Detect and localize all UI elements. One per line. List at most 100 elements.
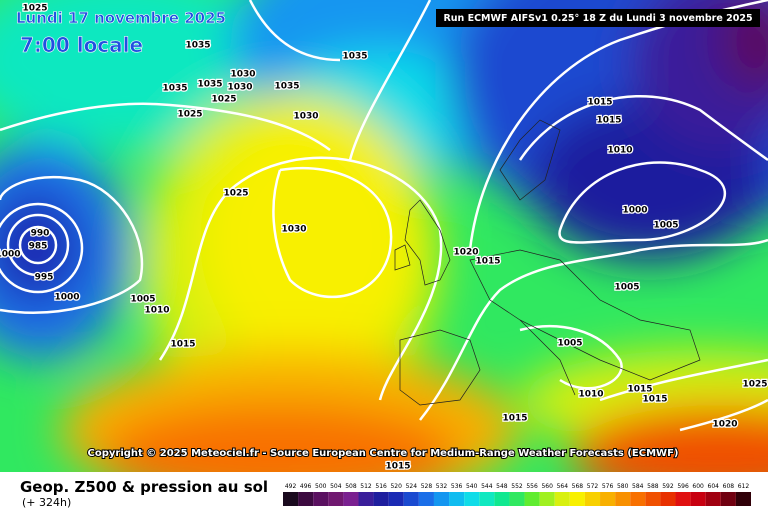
- colorbar-label: 604: [708, 483, 720, 490]
- colorbar-swatch: [524, 492, 540, 506]
- isobar-label: 995: [35, 273, 54, 283]
- isobar-label: 990: [31, 229, 50, 239]
- colorbar-swatch: [539, 492, 555, 506]
- colorbar-swatch: [358, 492, 374, 506]
- copyright: Copyright © 2025 Meteociel.fr - Source E…: [88, 448, 679, 459]
- colorbar-label: 496: [300, 483, 312, 490]
- isobar-label: 1005: [130, 295, 155, 305]
- isobar-label: 1015: [385, 462, 410, 472]
- isobar-label: 1025: [177, 110, 202, 120]
- colorbar-label: 508: [345, 483, 357, 490]
- colorbar-swatch: [660, 492, 676, 506]
- colorbar-label: 492: [285, 483, 297, 490]
- isobar-label: 1025: [742, 380, 767, 390]
- colorbar-swatch: [373, 492, 389, 506]
- colorbar-label: 532: [436, 483, 448, 490]
- isobar-label: 1015: [587, 98, 612, 108]
- colorbar-swatch: [494, 492, 510, 506]
- colorbar-swatch: [554, 492, 570, 506]
- isobar-label: 1035: [342, 52, 367, 62]
- isobar-label: 1005: [614, 283, 639, 293]
- colorbar-label: 548: [496, 483, 508, 490]
- colorbar-swatch: [645, 492, 661, 506]
- colorbar-label: 528: [421, 483, 433, 490]
- colorbar-swatch: [433, 492, 450, 506]
- colorbar-label: 608: [723, 483, 735, 490]
- isobar-label: 1030: [293, 112, 318, 122]
- colorbar-label: 588: [647, 483, 659, 490]
- colorbar-swatch: [283, 492, 299, 506]
- colorbar-swatch: [705, 492, 721, 506]
- colorbar-label: 516: [375, 483, 387, 490]
- isobar-label: 1025: [22, 4, 47, 14]
- isobar-label: 1035: [162, 84, 187, 94]
- colorbar-swatch: [630, 492, 646, 506]
- colorbar-label: 556: [526, 483, 538, 490]
- colorbar: 492 496 500 504 508 512 516 520 524 528 532 536 540 5…: [283, 483, 751, 506]
- isobar-label: 1025: [223, 189, 248, 199]
- isobar-label: 1035: [197, 80, 222, 90]
- colorbar-swatch: [720, 492, 736, 506]
- forecast-time: 7:00 locale: [20, 33, 143, 57]
- isobar-label: 1005: [557, 339, 582, 349]
- isobar-label: 1000: [54, 293, 79, 303]
- run-info: Run ECMWF AIFSv1 0.25° 18 Z du Lundi 3 n…: [443, 13, 752, 24]
- colorbar-swatch: [479, 492, 495, 506]
- colorbar-label: 600: [692, 483, 704, 490]
- footer-title: Geop. Z500 & pression au sol: [20, 478, 268, 496]
- isobar-label: 1015: [642, 395, 667, 405]
- colorbar-swatch: [313, 492, 329, 506]
- isobar-label: 1010: [578, 390, 603, 400]
- colorbar-swatch: [509, 492, 525, 506]
- colorbar-swatch: [388, 492, 404, 506]
- colorbar-label: 512: [360, 483, 372, 490]
- isobar-label: 1010: [607, 146, 632, 156]
- colorbar-swatch: [298, 492, 314, 506]
- colorbar-label: 576: [602, 483, 614, 490]
- forecast-date: Lundi 17 novembre 2025: [16, 9, 226, 27]
- isobar-label: 1010: [144, 306, 169, 316]
- colorbar-label: 560: [541, 483, 553, 490]
- colorbar-swatch: [690, 492, 706, 506]
- isobar-label: 1030: [281, 225, 306, 235]
- colorbar-swatch: [343, 492, 359, 506]
- isobar-label: 1015: [596, 116, 621, 126]
- colorbar-label: 500: [315, 483, 327, 490]
- isobar-label: 1025: [211, 95, 236, 105]
- colorbar-label: 536: [451, 483, 463, 490]
- isobar-label: 1000: [0, 250, 21, 260]
- colorbar-label: 540: [466, 483, 478, 490]
- colorbar-swatch: [600, 492, 616, 506]
- isobar-label: 1030: [230, 70, 255, 80]
- colorbar-label: 572: [587, 483, 599, 490]
- isobar-labels: 1025 1035 1035 1030 1035 1035 1030 1035 1025 1025…: [0, 2, 768, 472]
- isobar-label: 1015: [170, 340, 195, 350]
- colorbar-swatch: [328, 492, 344, 506]
- isobar-label: 1015: [475, 257, 500, 267]
- isobar-label: 1000: [622, 206, 647, 216]
- colorbar-swatch: [584, 492, 601, 506]
- colorbar-swatch: [675, 492, 691, 506]
- colorbar-label: 592: [662, 483, 674, 490]
- colorbar-swatch: [615, 492, 631, 506]
- colorbar-label: 584: [632, 483, 644, 490]
- isobar-label: 1015: [627, 385, 652, 395]
- colorbar-label: 520: [390, 483, 402, 490]
- isobar-label: 1005: [653, 221, 678, 231]
- colorbar-label: 524: [406, 483, 418, 490]
- isobar-label: 1015: [502, 414, 527, 424]
- colorbar-swatch: [464, 492, 480, 506]
- isobar-label: 1035: [185, 41, 210, 51]
- isobar-label: 1035: [274, 82, 299, 92]
- colorbar-label: 564: [557, 483, 569, 490]
- isobar-label: 985: [29, 242, 48, 252]
- colorbar-label: 552: [511, 483, 523, 490]
- coastlines: [394, 119, 701, 406]
- isobar-label: 1020: [712, 420, 737, 430]
- run-box: [436, 9, 760, 27]
- colorbar-swatch: [403, 492, 419, 506]
- isobar-label: 1030: [227, 83, 252, 93]
